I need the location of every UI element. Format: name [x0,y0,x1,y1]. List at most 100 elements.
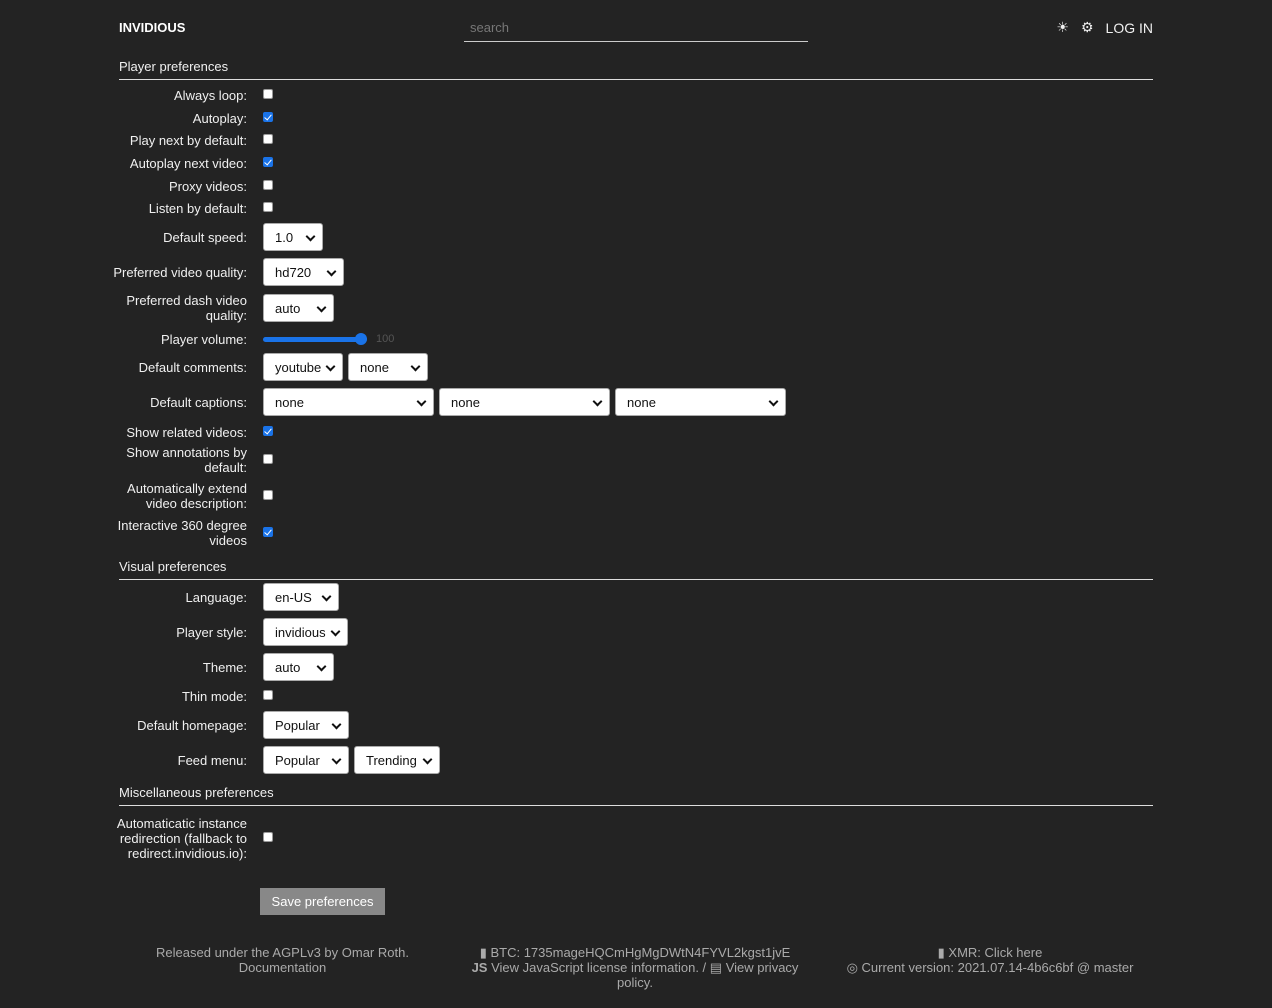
xmr-link[interactable]: XMR: Click here [948,945,1043,960]
pref-control [263,112,273,122]
select-dropdown[interactable]: auto [263,294,334,322]
pref-control [263,690,273,700]
checkbox[interactable] [263,134,273,144]
pref-label: Language: [185,589,247,605]
pref-label: Preferred dash video quality: [126,293,247,323]
checkbox[interactable] [263,832,273,842]
pref-label: Default speed: [163,229,247,245]
pref-control [263,527,273,537]
separator: / [698,960,710,975]
slider-thumb[interactable] [355,333,367,345]
pref-control [263,454,273,464]
search-input[interactable] [464,14,808,42]
pref-control [263,490,273,500]
pref-label: Default homepage: [137,717,247,733]
pref-label: Automatically extend video description: [127,481,247,511]
pref-label: Autoplay next video: [129,155,247,171]
checkbox[interactable] [263,157,273,167]
select-dropdown[interactable]: none [263,388,434,416]
pref-label: Theme: [202,659,247,675]
pref-label: Thin mode: [181,688,247,704]
pref-control: auto [263,294,334,322]
pref-label: Show annotations by default: [126,445,247,475]
js-icon: JS [471,960,492,975]
select-dropdown[interactable]: en-US [263,583,339,611]
pref-label: Automaticatic instance redirection (fall… [116,815,247,861]
login-link[interactable]: LOG IN [1105,19,1153,36]
volume-slider[interactable] [263,331,367,347]
select-dropdown[interactable]: youtube [263,353,343,381]
checkbox[interactable] [263,426,273,436]
checkbox[interactable] [263,202,273,212]
select-dropdown[interactable]: none [615,388,786,416]
privacy-policy-link[interactable]: View privacy policy. [617,960,799,990]
pref-control [263,202,273,212]
pref-control: en-US [263,583,339,611]
section-heading: Player preferences [119,59,1153,80]
pref-label: Player style: [176,624,247,640]
pref-label: Feed menu: [177,752,247,768]
checkbox[interactable] [263,180,273,190]
pref-control [263,134,273,144]
wallet-icon: ▮ [937,945,949,960]
footer-left: Released under the AGPLv3 by Omar Roth. … [140,945,425,975]
pref-label: Player volume: [161,331,247,347]
pref-control [263,157,273,167]
select-dropdown[interactable]: none [348,353,428,381]
pref-label: Autoplay: [192,110,247,126]
pref-control: Popular Trending [263,746,440,774]
btc-address: BTC: 1735mageHQCmHgMgDWtN4FYVL2kgst1jvE [490,945,791,960]
pref-control: 1.0 [263,223,323,251]
pref-control: invidious [263,618,348,646]
save-preferences-button[interactable]: Save preferences [260,888,385,915]
document-icon: ▤ [709,960,726,975]
pref-control: auto [263,653,334,681]
checkbox[interactable] [263,690,273,700]
section-heading: Miscellaneous preferences [119,785,1153,806]
version-link[interactable]: Current version: 2021.07.14-4b6c6bf @ ma… [861,960,1134,975]
select-dropdown[interactable]: auto [263,653,334,681]
select-dropdown[interactable]: Trending [354,746,440,774]
slider-track [263,337,367,342]
pref-control: youtube none [263,353,428,381]
documentation-link[interactable]: Documentation [238,960,327,975]
pref-control: none none none [263,388,786,416]
theme-toggle-icon[interactable]: ☀ [1056,19,1069,35]
pref-control [263,180,273,190]
logo[interactable]: INVIDIOUS [119,20,186,35]
select-dropdown[interactable]: 1.0 [263,223,323,251]
pref-control: hd720 [263,258,344,286]
pref-label: Interactive 360 degree videos [117,518,247,548]
pref-label: Preferred video quality: [113,264,247,280]
select-dropdown[interactable]: invidious [263,618,348,646]
select-dropdown[interactable]: none [439,388,610,416]
license-text: Released under the AGPLv3 by Omar Roth. [156,945,409,960]
github-icon: ◎ [846,960,862,975]
select-dropdown[interactable]: hd720 [263,258,344,286]
pref-control [263,426,273,436]
pref-label: Listen by default: [148,200,247,216]
top-nav: ☀ ⚙ LOG IN [1056,19,1153,36]
pref-control: Popular [263,711,349,739]
checkbox[interactable] [263,490,273,500]
pref-label: Default captions: [150,394,247,410]
pref-label: Show related videos: [126,424,247,440]
pref-control [263,89,273,99]
pref-label: Proxy videos: [168,178,247,194]
pref-label: Default comments: [138,359,247,375]
checkbox[interactable] [263,527,273,537]
js-license-link[interactable]: View JavaScript license information. [491,960,699,975]
pref-control [263,832,273,842]
pref-control: 100 [263,331,394,347]
preferences-gear-icon[interactable]: ⚙ [1080,19,1094,35]
checkbox[interactable] [263,112,273,122]
checkbox[interactable] [263,454,273,464]
select-dropdown[interactable]: Popular [263,746,349,774]
footer-right: ▮ XMR: Click here ◎ Current version: 202… [840,945,1140,975]
section-heading: Visual preferences [119,559,1153,580]
pref-label: Play next by default: [129,132,247,148]
footer-center: ▮ BTC: 1735mageHQCmHgMgDWtN4FYVL2kgst1jv… [470,945,800,990]
checkbox[interactable] [263,89,273,99]
wallet-icon: ▮ [479,945,491,960]
select-dropdown[interactable]: Popular [263,711,349,739]
